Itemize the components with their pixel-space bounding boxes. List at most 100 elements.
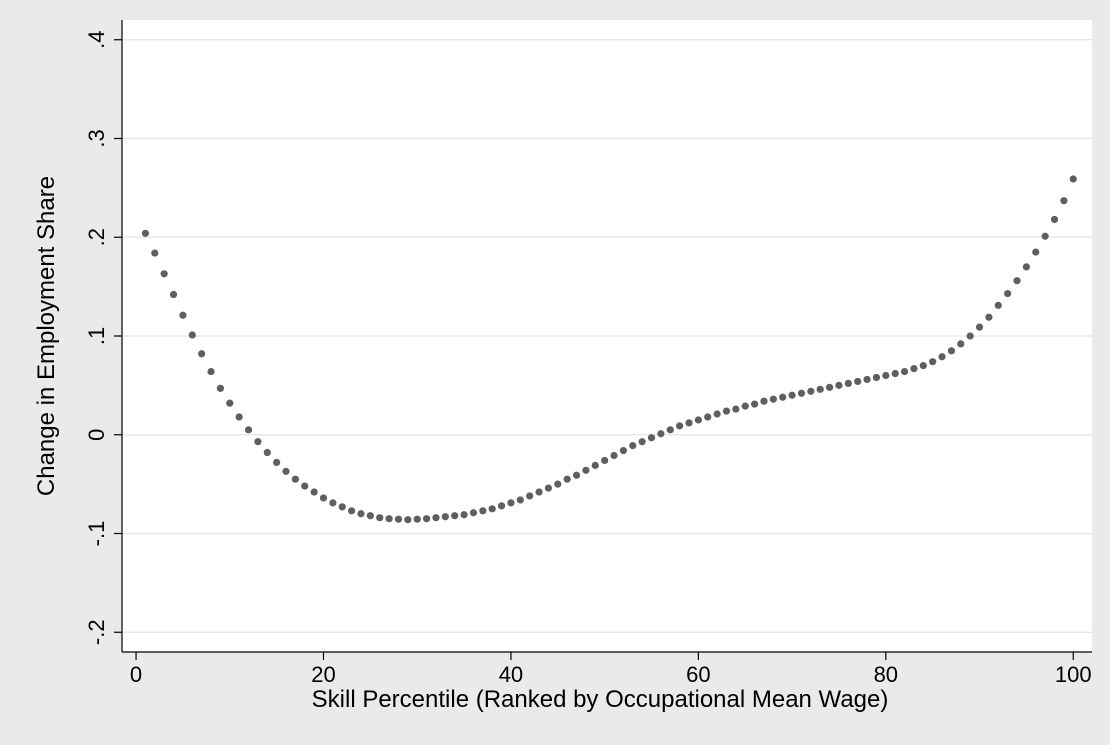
data-point	[282, 467, 290, 475]
x-tick-label: 100	[1055, 662, 1092, 687]
data-point	[338, 503, 346, 511]
x-tick-label: 80	[874, 662, 898, 687]
data-point	[310, 488, 318, 496]
data-point	[797, 389, 806, 397]
data-point	[1022, 263, 1030, 271]
data-point	[807, 387, 815, 395]
data-point	[1004, 289, 1012, 298]
data-point	[319, 494, 328, 502]
y-tick-label: .3	[84, 129, 109, 147]
data-point	[760, 397, 768, 405]
y-tick-label: .2	[84, 228, 109, 246]
data-point	[816, 385, 824, 393]
data-point	[460, 511, 468, 519]
x-tick-label: 40	[499, 662, 523, 687]
data-point	[385, 515, 393, 523]
data-point	[657, 430, 665, 438]
data-point	[572, 471, 581, 479]
y-tick-label: -.2	[84, 619, 109, 645]
data-point	[244, 426, 253, 434]
data-point	[966, 332, 974, 340]
data-point	[872, 373, 881, 382]
y-tick-label: .4	[84, 31, 109, 49]
data-point	[685, 419, 693, 427]
x-tick-label: 0	[130, 662, 142, 687]
data-point	[413, 515, 421, 523]
data-point	[582, 466, 590, 474]
data-point	[151, 249, 159, 257]
data-point	[882, 371, 890, 380]
data-point	[947, 347, 956, 355]
data-point	[891, 369, 899, 378]
data-point	[741, 402, 749, 410]
data-point	[900, 367, 909, 376]
data-point	[779, 393, 787, 401]
data-point	[825, 383, 834, 391]
data-point	[732, 405, 740, 413]
data-point	[957, 340, 965, 348]
data-point	[1032, 248, 1040, 256]
data-point	[526, 492, 534, 500]
data-point	[938, 353, 946, 361]
data-point	[563, 475, 571, 483]
gridlines	[122, 39, 1092, 633]
data-point	[666, 426, 674, 434]
data-point	[422, 515, 431, 523]
x-axis-title: Skill Percentile (Ranked by Occupational…	[312, 686, 889, 713]
data-point	[273, 458, 281, 466]
data-point	[788, 391, 796, 399]
data-point	[179, 311, 187, 319]
data-point	[207, 367, 215, 376]
data-point	[619, 446, 628, 455]
data-point	[366, 512, 374, 520]
data-point	[1060, 197, 1068, 205]
x-tick-label: 20	[311, 662, 335, 687]
data-point	[1069, 175, 1077, 183]
scatter-series	[141, 175, 1077, 524]
data-point	[469, 509, 478, 517]
data-point	[704, 413, 712, 421]
y-tick-label: -.1	[84, 521, 109, 547]
data-point	[638, 438, 646, 446]
data-point	[863, 375, 871, 384]
data-point	[432, 514, 440, 522]
data-point	[835, 381, 843, 389]
data-point	[647, 434, 656, 442]
data-point	[1050, 215, 1059, 224]
data-point	[441, 513, 449, 521]
data-point	[376, 514, 384, 522]
data-point	[291, 475, 299, 483]
data-point	[694, 416, 702, 424]
data-point	[610, 451, 618, 460]
data-point	[751, 400, 759, 408]
data-point	[975, 323, 984, 331]
data-point	[497, 502, 506, 510]
data-point	[844, 379, 852, 387]
data-point	[169, 290, 178, 299]
data-point	[713, 410, 721, 418]
data-point	[629, 442, 637, 450]
data-point	[1041, 232, 1049, 240]
data-point	[854, 377, 862, 386]
data-point	[263, 448, 271, 457]
data-point	[198, 350, 206, 358]
data-point	[535, 488, 543, 496]
data-point	[507, 499, 515, 507]
data-point	[348, 507, 356, 515]
data-point	[254, 438, 262, 446]
data-point	[516, 496, 524, 504]
data-point	[479, 507, 487, 515]
x-tick-label: 60	[686, 662, 710, 687]
data-point	[676, 422, 684, 430]
data-point	[216, 384, 225, 392]
data-point	[929, 358, 937, 366]
data-point	[301, 482, 309, 490]
data-point	[544, 484, 553, 492]
data-point	[722, 407, 731, 415]
data-point	[451, 512, 459, 520]
data-point	[141, 229, 150, 237]
data-point	[329, 499, 337, 507]
data-point	[394, 515, 403, 523]
data-point	[554, 480, 562, 488]
